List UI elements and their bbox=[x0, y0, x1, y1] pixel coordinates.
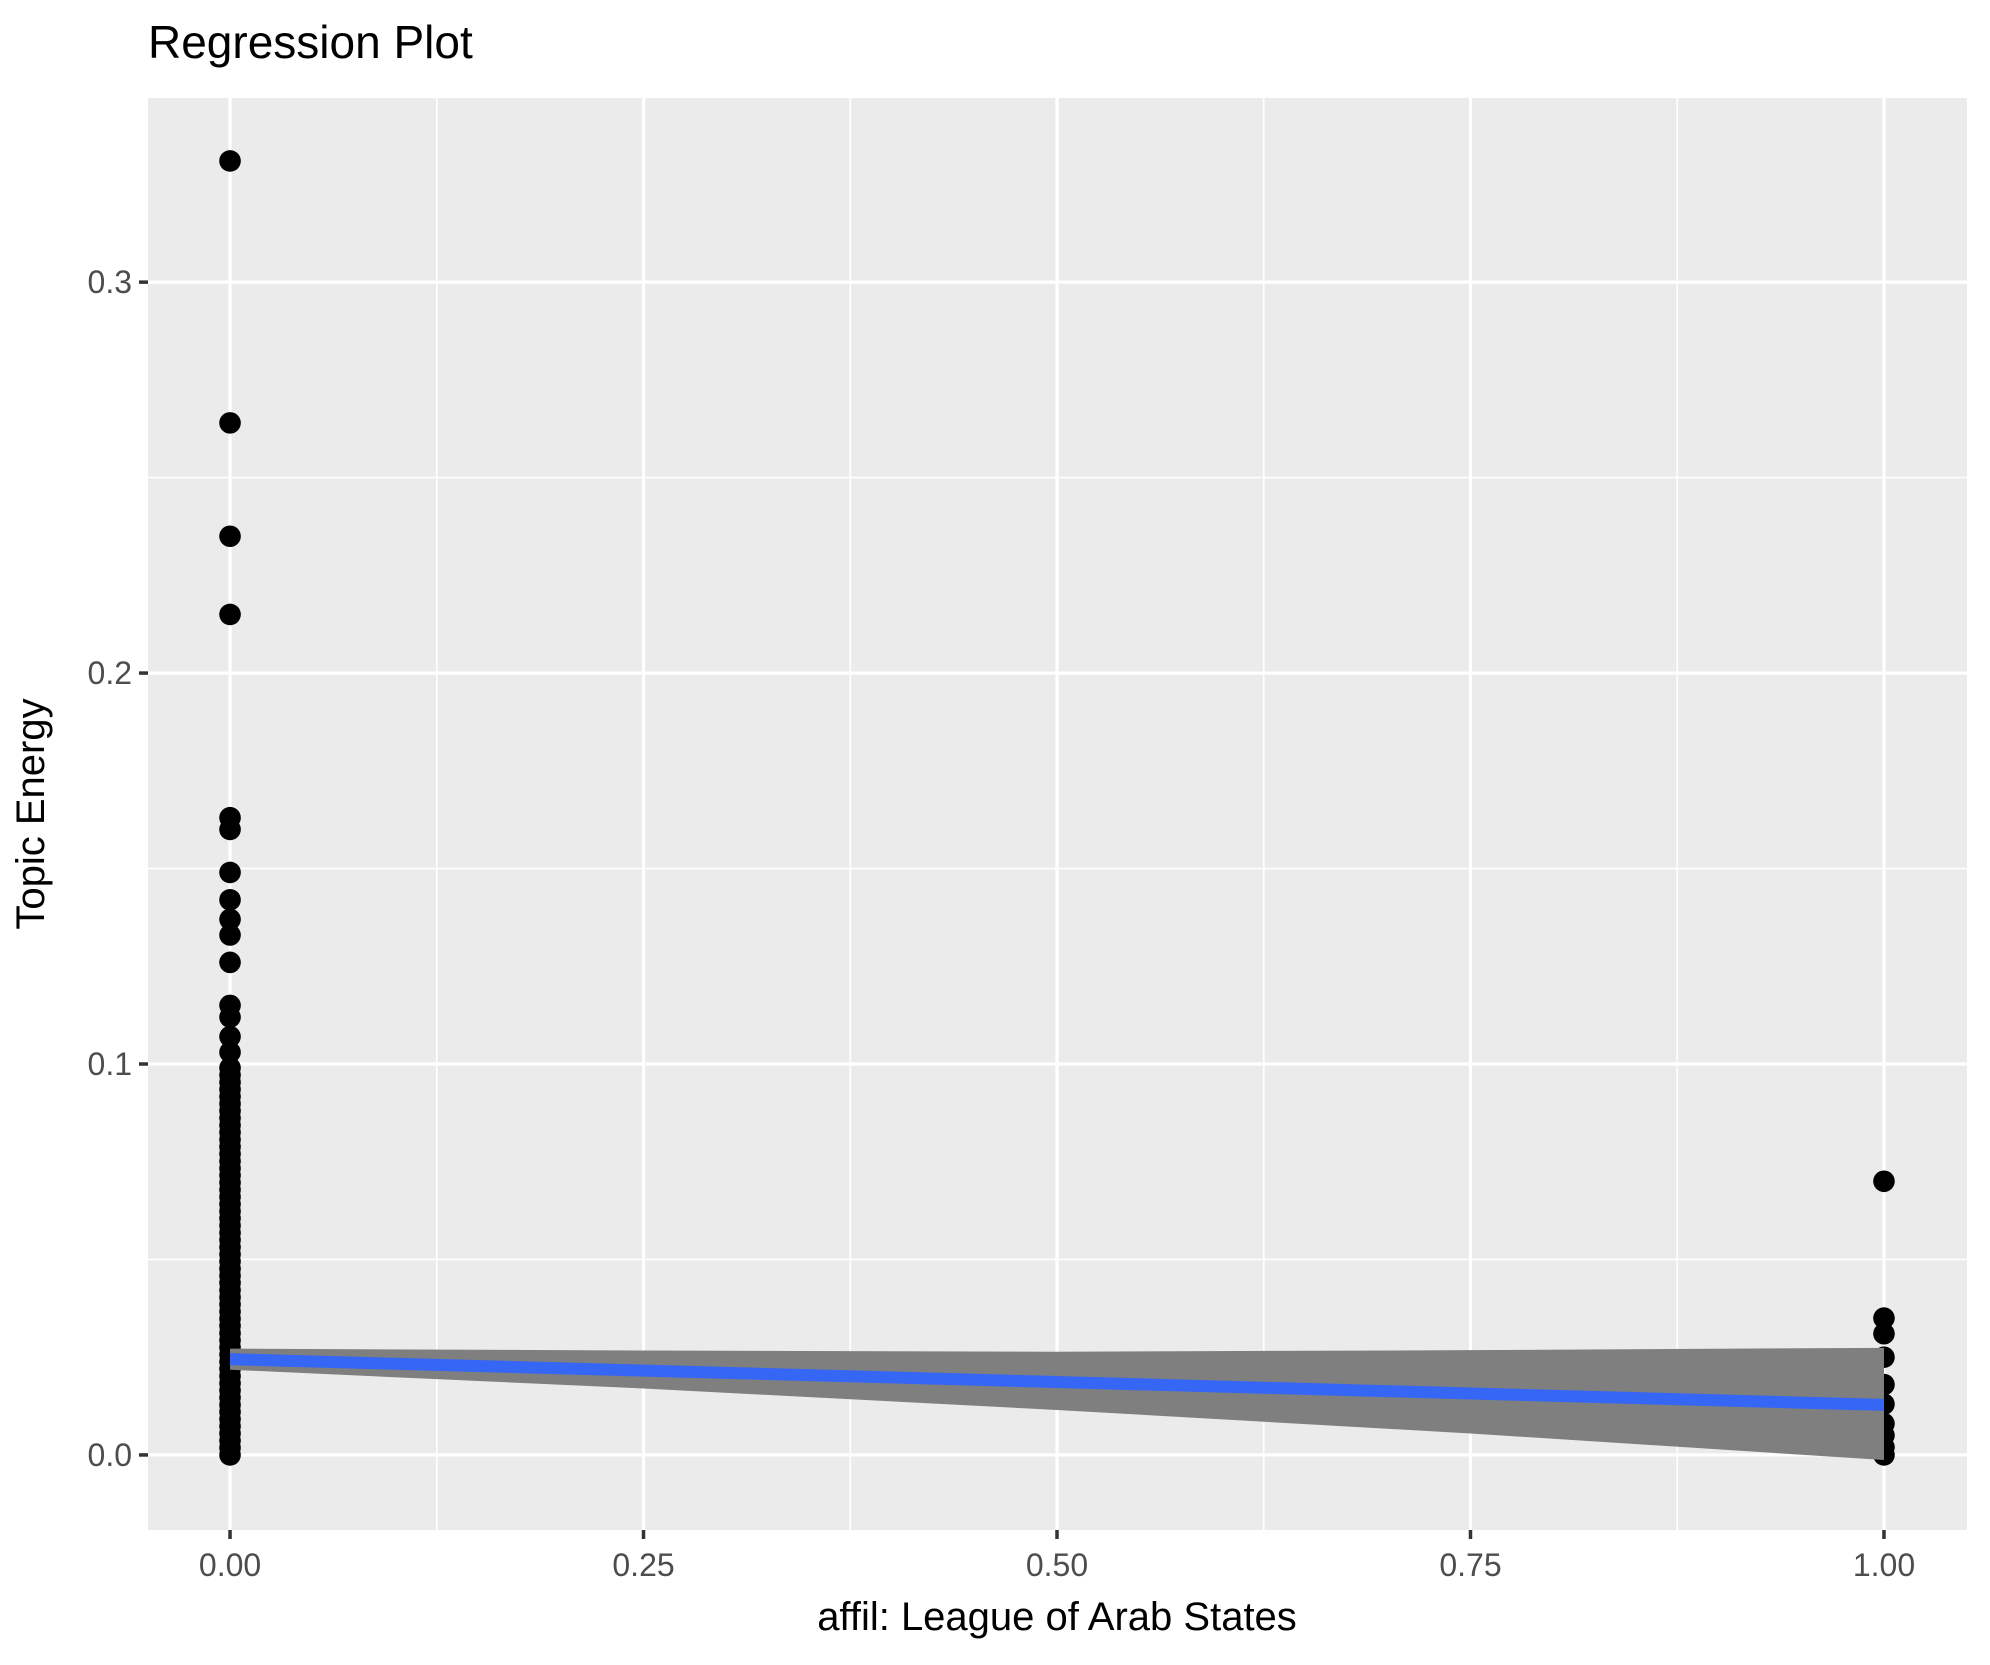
data-point bbox=[219, 603, 241, 626]
data-point bbox=[219, 889, 241, 911]
data-point bbox=[219, 924, 241, 946]
data-point bbox=[219, 951, 241, 974]
data-point bbox=[219, 412, 241, 434]
data-point bbox=[219, 908, 241, 931]
data-point bbox=[219, 1057, 241, 1079]
data-point bbox=[219, 861, 241, 884]
data-point bbox=[1873, 1322, 1895, 1345]
x-tick-label: 0.75 bbox=[1439, 1547, 1501, 1583]
y-tick-label: 0.1 bbox=[88, 1046, 132, 1082]
x-tick-label: 0.00 bbox=[199, 1547, 261, 1583]
data-point bbox=[1873, 1307, 1895, 1329]
data-point bbox=[219, 1006, 241, 1028]
data-point bbox=[219, 525, 241, 548]
data-point bbox=[219, 150, 241, 172]
y-tick-label: 0.3 bbox=[88, 264, 132, 300]
y-axis-title: Topic Energy bbox=[9, 698, 53, 929]
x-tick-label: 1.00 bbox=[1853, 1547, 1915, 1583]
y-tick-label: 0.2 bbox=[88, 655, 132, 691]
chart-title: Regression Plot bbox=[148, 16, 473, 68]
x-axis-title: affil: League of Arab States bbox=[817, 1595, 1297, 1639]
regression-line bbox=[229, 1353, 1885, 1411]
data-point bbox=[219, 1025, 241, 1048]
chart-layers: 0.00 0.25 0.50 0.75 1.00 0.0 0.1 0.2 0.3 bbox=[88, 98, 1967, 1583]
data-point bbox=[219, 818, 241, 841]
x-tick-label: 0.25 bbox=[612, 1547, 674, 1583]
y-tick-label: 0.0 bbox=[88, 1437, 132, 1473]
data-point bbox=[219, 1041, 241, 1064]
x-tick-label: 0.50 bbox=[1026, 1547, 1088, 1583]
data-point bbox=[1873, 1170, 1895, 1193]
